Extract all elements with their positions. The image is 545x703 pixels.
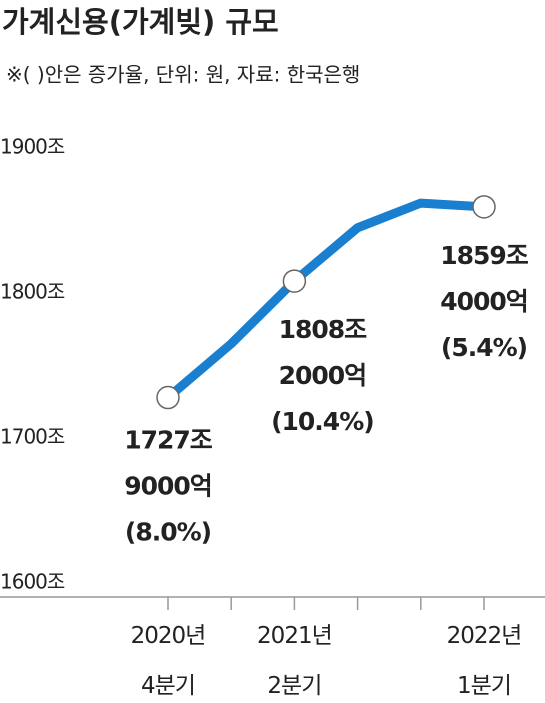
value-label: 1859조 4000억 (5.4%) (440, 241, 529, 362)
data-point (472, 195, 496, 219)
value-label: 1808조 2000억 (10.4%) (271, 315, 374, 436)
y-tick-label: 1800조 (0, 280, 65, 304)
data-point (156, 385, 180, 410)
y-tick-label: 1700조 (0, 425, 65, 449)
x-tick-label: 2022년 1분기 (447, 623, 522, 699)
y-tick-label: 1600조 (0, 570, 65, 594)
value-label: 1727조 9000억 (8.0%) (124, 426, 213, 547)
y-tick-label: 1900조 (0, 135, 65, 159)
data-point (282, 269, 307, 293)
x-tick-label: 2020년 4분기 (131, 623, 206, 699)
chart-title: 가계신용(가계빚) 규모 (2, 5, 279, 39)
chart-subtitle: ※( )안은 증가율, 단위: 원, 자료: 한국은행 (6, 63, 360, 87)
data-line (165, 198, 485, 401)
x-tick-label: 2021년 2분기 (257, 623, 332, 699)
